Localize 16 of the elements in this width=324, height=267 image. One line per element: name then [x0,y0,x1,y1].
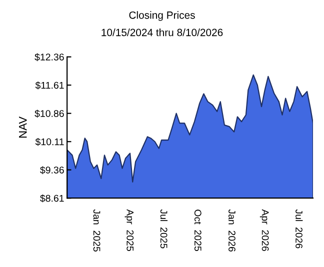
y-axis-title: NAV [19,116,27,138]
x-tick-label: Apr 2026 [260,209,269,251]
y-tick-label: $8.61 [40,194,64,202]
x-tick-label: Oct 2025 [194,210,202,251]
x-tick-label: Jan 2026 [228,209,236,252]
chart-title: Closing Prices [129,11,195,21]
x-tick-label: Jul 2025 [160,209,168,248]
x-tick-label: Apr 2025 [124,209,134,251]
x-tick-label: Jan 2025 [93,209,100,252]
y-tick-label: $12.36 [34,53,64,62]
y-tick-label: $10.86 [34,110,64,118]
y-tick-label: $9.36 [40,166,64,174]
y-tick-label: $11.61 [35,81,64,90]
x-tick-label: Jul 2026 [296,209,303,248]
y-tick-label: $10.11 [35,138,64,146]
chart-subtitle: 10/15/2024 thru 8/10/2026 [102,28,223,36]
